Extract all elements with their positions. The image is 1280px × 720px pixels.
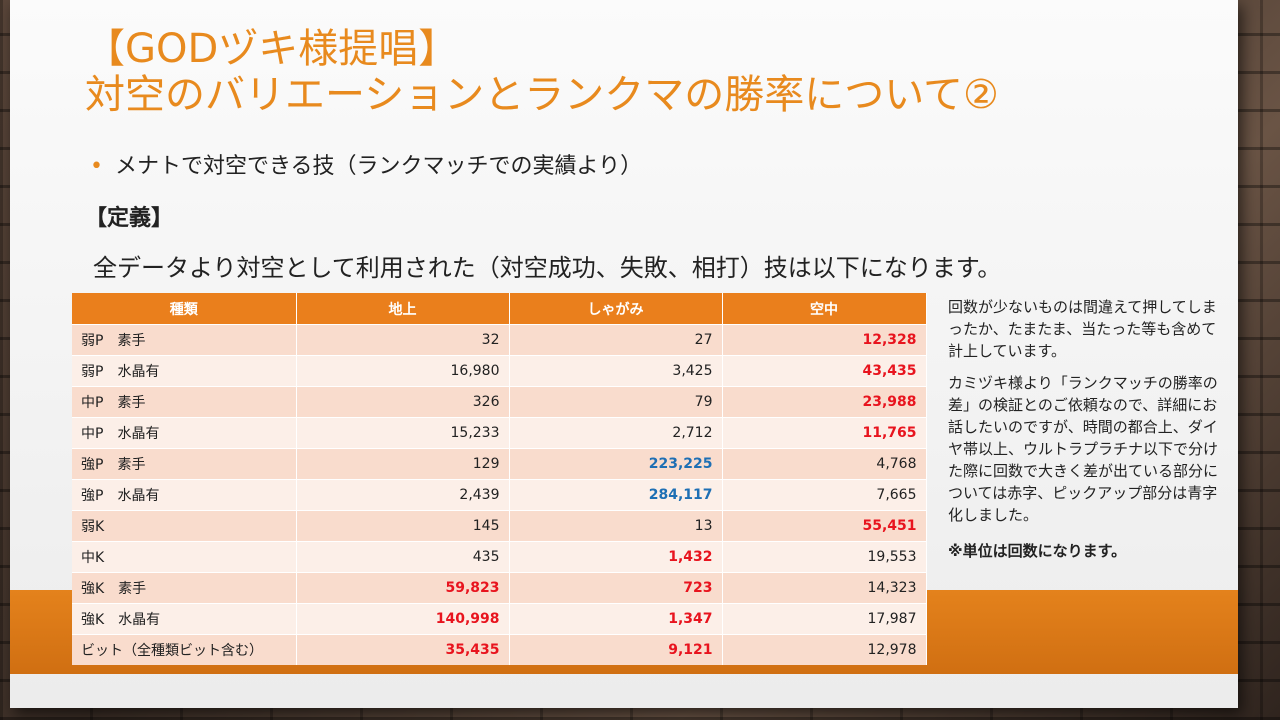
crouch-value: 1,432 bbox=[509, 541, 723, 573]
air-value: 17,987 bbox=[722, 603, 927, 635]
air-value: 12,328 bbox=[722, 324, 927, 356]
ground-value: 2,439 bbox=[296, 479, 510, 511]
crouch-value: 9,121 bbox=[509, 634, 723, 665]
intro-text: 全データより対空として利用された（対空成功、失敗、相打）技は以下になります。 bbox=[93, 254, 1002, 282]
air-value: 43,435 bbox=[722, 355, 927, 387]
air-value: 23,988 bbox=[722, 386, 927, 418]
crouch-value: 3,425 bbox=[509, 355, 723, 387]
title-line-2: 対空のバリエーションとランクマの勝率について② bbox=[85, 72, 999, 118]
table-row: 中P 素手 326 79 23,988 bbox=[72, 386, 927, 418]
table-row: 中P 水晶有 15,233 2,712 11,765 bbox=[72, 417, 927, 449]
table-row: 弱P 水晶有 16,980 3,425 43,435 bbox=[72, 355, 927, 387]
row-label: ビット（全種類ビット含む） bbox=[72, 634, 297, 665]
data-table: 種類 地上 しゃがみ 空中 弱P 素手 32 27 12,328 弱P 水晶有 16,98… bbox=[72, 293, 927, 665]
row-label: 中P 素手 bbox=[72, 386, 297, 418]
air-value: 14,323 bbox=[722, 572, 927, 604]
row-label: 強P 素手 bbox=[72, 448, 297, 480]
side-note-2: カミヅキ様より「ランクマッチの勝率の差」の検証とのご依頼なので、詳細にお話したい… bbox=[948, 374, 1219, 524]
crouch-value: 723 bbox=[509, 572, 723, 604]
table-row: 強K 素手 59,823 723 14,323 bbox=[72, 572, 927, 604]
ground-value: 16,980 bbox=[296, 355, 510, 387]
row-label: 弱K bbox=[72, 510, 297, 542]
header-ground: 地上 bbox=[296, 293, 510, 325]
crouch-value: 223,225 bbox=[509, 448, 723, 480]
ground-value: 15,233 bbox=[296, 417, 510, 449]
table-body: 弱P 素手 32 27 12,328 弱P 水晶有 16,980 3,425 43,435 中P… bbox=[72, 324, 927, 665]
air-value: 55,451 bbox=[722, 510, 927, 542]
unit-note: ※単位は回数になります。 bbox=[948, 542, 1127, 560]
ground-value: 129 bbox=[296, 448, 510, 480]
bullet-dot-icon: • bbox=[90, 154, 103, 179]
row-label: 弱P 水晶有 bbox=[72, 355, 297, 387]
table-row: 強P 水晶有 2,439 284,117 7,665 bbox=[72, 479, 927, 511]
ground-value: 435 bbox=[296, 541, 510, 573]
ground-value: 59,823 bbox=[296, 572, 510, 604]
bullet-item: • メナトで対空できる技（ランクマッチでの実績より） bbox=[90, 148, 642, 180]
bullet-text: メナトで対空できる技（ランクマッチでの実績より） bbox=[114, 154, 643, 179]
table-row: 強K 水晶有 140,998 1,347 17,987 bbox=[72, 603, 927, 635]
table-row: 弱K 145 13 55,451 bbox=[72, 510, 927, 542]
air-value: 11,765 bbox=[722, 417, 927, 449]
crouch-value: 27 bbox=[509, 324, 723, 356]
table-row: 弱P 素手 32 27 12,328 bbox=[72, 324, 927, 356]
row-label: 強K 素手 bbox=[72, 572, 297, 604]
crouch-value: 79 bbox=[509, 386, 723, 418]
ground-value: 140,998 bbox=[296, 603, 510, 635]
header-type: 種類 bbox=[72, 293, 297, 325]
air-value: 12,978 bbox=[722, 634, 927, 665]
ground-value: 145 bbox=[296, 510, 510, 542]
row-label: 中K bbox=[72, 541, 297, 573]
ground-value: 32 bbox=[296, 324, 510, 356]
row-label: 中P 水晶有 bbox=[72, 417, 297, 449]
slide-title: 【GODヅキ様提唱】 対空のバリエーションとランクマの勝率について② bbox=[85, 26, 999, 118]
table-header-row: 種類 地上 しゃがみ 空中 bbox=[72, 293, 927, 325]
title-line-1: 【GODヅキ様提唱】 bbox=[85, 26, 459, 72]
row-label: 弱P 素手 bbox=[72, 324, 297, 356]
side-note-1: 回数が少ないものは間違えて押してしまったか、たまたま、当たった等も含めて計上して… bbox=[948, 298, 1217, 360]
table-row: ビット（全種類ビット含む） 35,435 9,121 12,978 bbox=[72, 634, 927, 665]
slide: 【GODヅキ様提唱】 対空のバリエーションとランクマの勝率について② • メナトで… bbox=[10, 0, 1238, 708]
table-row: 中K 435 1,432 19,553 bbox=[72, 541, 927, 573]
row-label: 強K 水晶有 bbox=[72, 603, 297, 635]
air-value: 4,768 bbox=[722, 448, 927, 480]
section-label: 【定義】 bbox=[85, 206, 174, 231]
crouch-value: 13 bbox=[509, 510, 723, 542]
crouch-value: 284,117 bbox=[509, 479, 723, 511]
air-value: 7,665 bbox=[722, 479, 927, 511]
ground-value: 326 bbox=[296, 386, 510, 418]
crouch-value: 1,347 bbox=[509, 603, 723, 635]
side-notes: 回数が少ないものは間違えて押してしまったか、たまたま、当たった等も含めて計上して… bbox=[948, 296, 1228, 572]
ground-value: 35,435 bbox=[296, 634, 510, 665]
header-crouch: しゃがみ bbox=[509, 293, 723, 325]
crouch-value: 2,712 bbox=[509, 417, 723, 449]
air-value: 19,553 bbox=[722, 541, 927, 573]
header-air: 空中 bbox=[722, 293, 927, 325]
row-label: 強P 水晶有 bbox=[72, 479, 297, 511]
table-row: 強P 素手 129 223,225 4,768 bbox=[72, 448, 927, 480]
